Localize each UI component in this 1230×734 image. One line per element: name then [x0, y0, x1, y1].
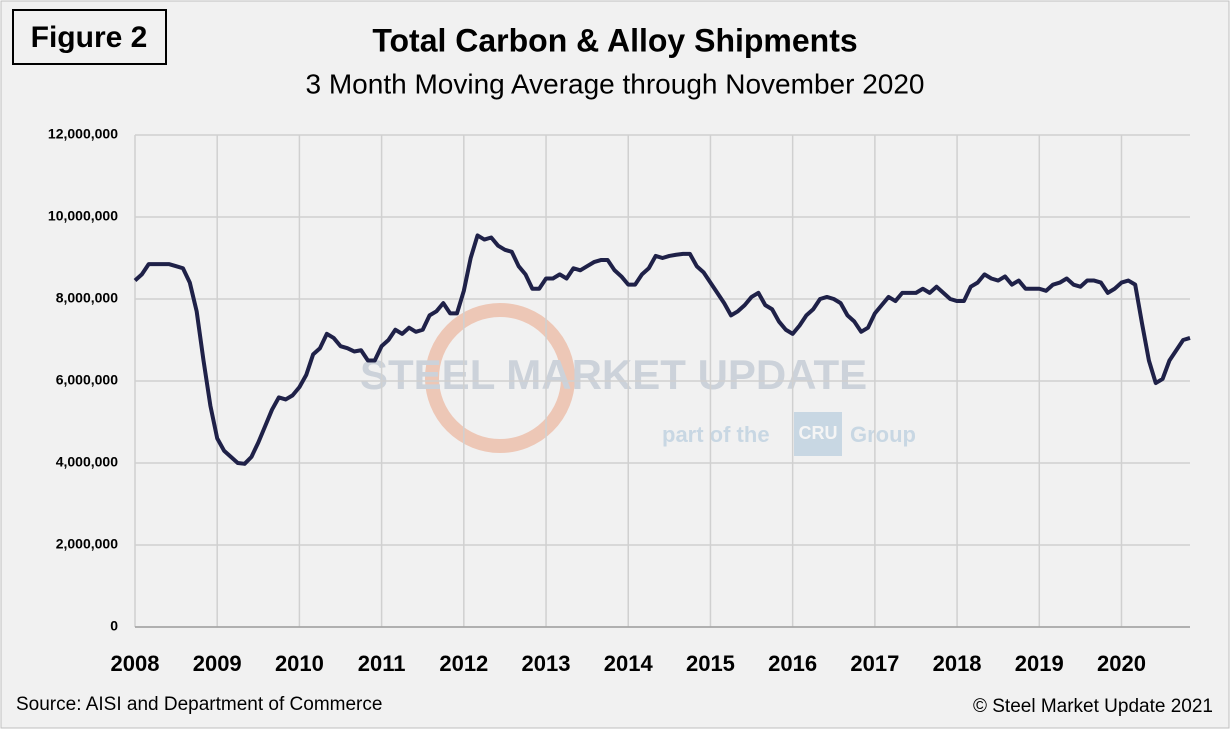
- x-tick-label: 2010: [275, 651, 324, 676]
- x-tick-label: 2016: [768, 651, 817, 676]
- watermark-text: CRU: [799, 423, 838, 443]
- x-tick-label: 2012: [439, 651, 488, 676]
- y-tick-label: 12,000,000: [48, 126, 118, 142]
- x-tick-label: 2008: [111, 651, 160, 676]
- x-tick-label: 2014: [604, 651, 654, 676]
- chart-title: Total Carbon & Alloy Shipments: [372, 22, 857, 58]
- x-tick-label: 2013: [522, 651, 571, 676]
- x-tick-label: 2020: [1097, 651, 1146, 676]
- x-tick-label: 2019: [1015, 651, 1064, 676]
- data-line: [133, 233, 1191, 466]
- watermark-text: Group: [850, 422, 916, 447]
- y-tick-label: 8,000,000: [56, 290, 118, 306]
- figure-box: [12, 9, 167, 65]
- x-tick-label: 2017: [850, 651, 899, 676]
- y-tick-label: 10,000,000: [48, 208, 118, 224]
- watermark: STEEL MARKET UPDATE part of the CRU Grou…: [360, 303, 916, 456]
- x-tick-label: 2015: [686, 651, 735, 676]
- source: Source: AISI and Department of Commerce: [16, 694, 382, 715]
- watermark-box: [794, 412, 842, 456]
- copyright: © Steel Market Update 2021: [973, 696, 1213, 717]
- x-tick-label: 2018: [933, 651, 982, 676]
- y-tick-label: 2,000,000: [56, 536, 118, 552]
- y-tick-label: 6,000,000: [56, 372, 118, 388]
- figure-label: Figure 2: [31, 21, 148, 54]
- watermark-text: STEEL MARKET UPDATE: [360, 351, 867, 398]
- watermark-text: part of the: [662, 422, 770, 447]
- y-tick-label: 0: [110, 618, 118, 634]
- chart-subtitle: 3 Month Moving Average through November …: [306, 68, 925, 99]
- y-tick-label: 4,000,000: [56, 454, 118, 470]
- x-tick-label: 2011: [358, 651, 406, 676]
- x-tick-label: 2009: [193, 651, 242, 676]
- watermark-logo: [425, 303, 575, 453]
